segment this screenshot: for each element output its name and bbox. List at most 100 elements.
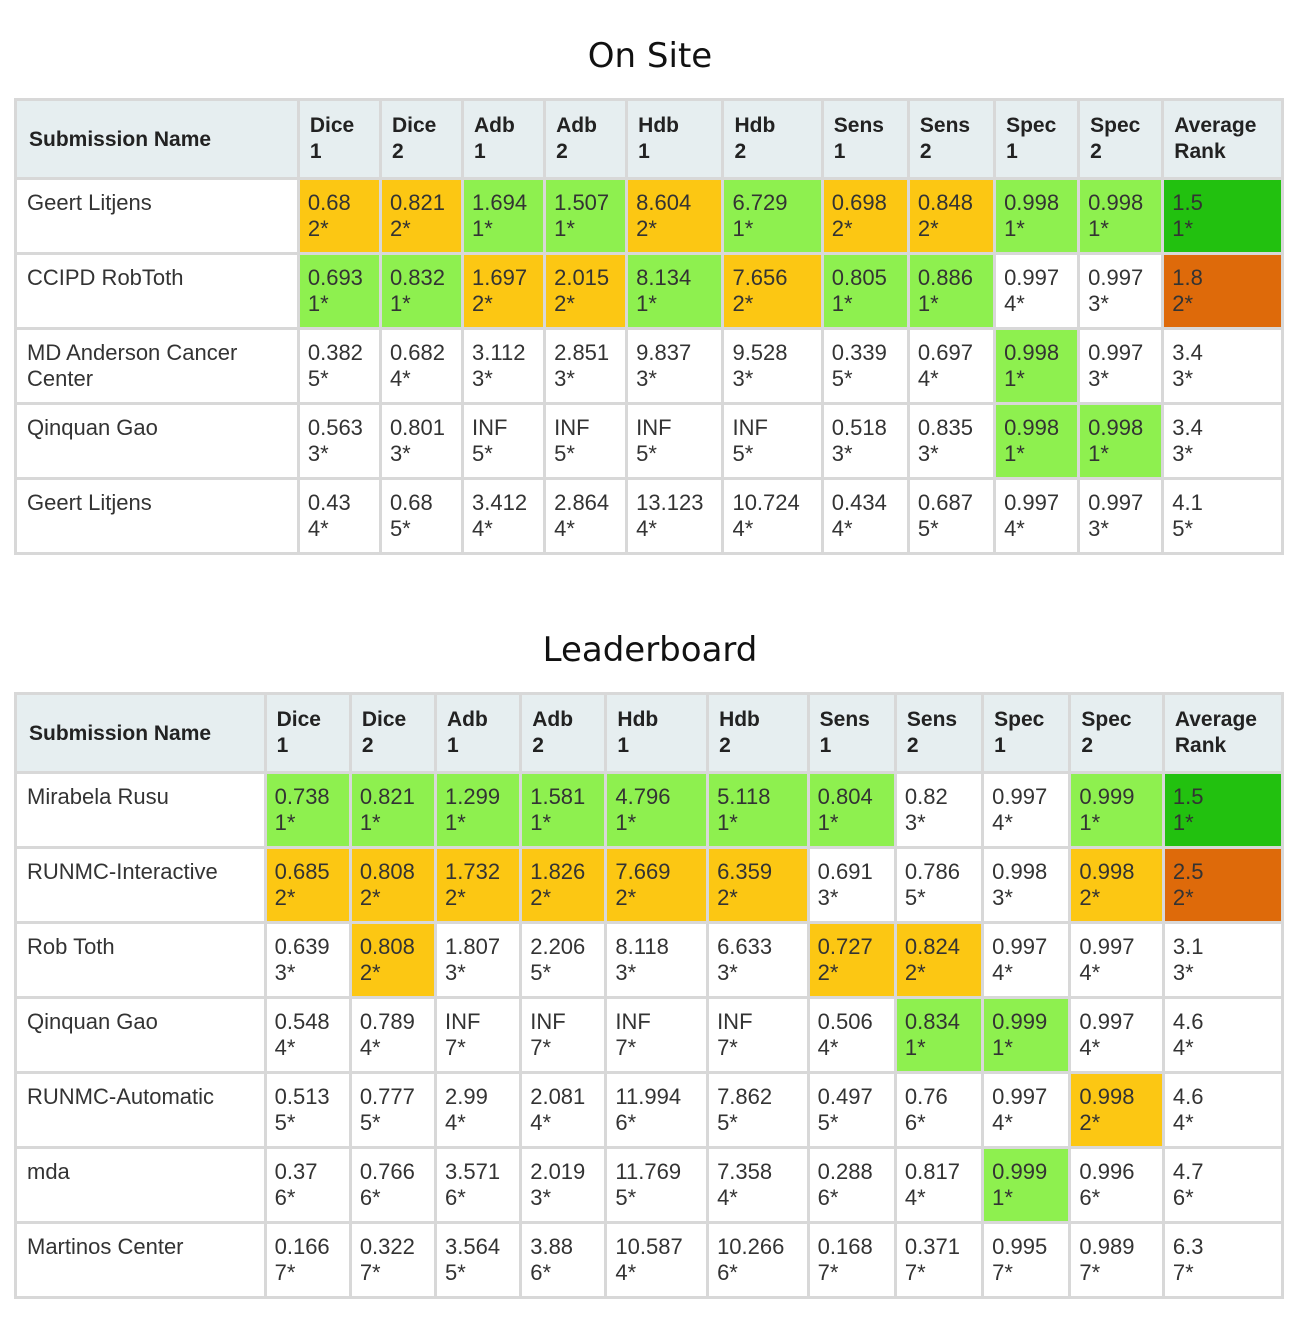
column-header: Sens 2: [909, 101, 994, 177]
score-value: 8.604: [636, 190, 692, 215]
rank-value: 1*: [1172, 810, 1194, 835]
rank-value: 4*: [817, 1035, 839, 1060]
score-cell: 4.6 4*: [1164, 999, 1281, 1071]
rank-value: 3*: [904, 810, 926, 835]
score-value: 3.1: [1172, 934, 1204, 959]
score-cell: 4.7 6*: [1164, 1149, 1281, 1221]
rank-value: 1*: [917, 291, 939, 316]
rank-value: 1*: [445, 810, 466, 835]
rank-value: 4*: [732, 516, 754, 541]
score-cell: 2.864 4*: [546, 480, 626, 552]
score-cell: 0.518 3*: [823, 405, 907, 477]
score-cell: 2.851 3*: [546, 330, 626, 402]
table-row: Rob Toth 0.639 3* 0.808 2* 1.807 3* 2.206 5* 8.11…: [17, 924, 1281, 996]
rank-value: 1*: [1088, 216, 1109, 241]
score-value: 0.997: [1079, 934, 1135, 959]
score-cell: 3.88 6*: [522, 1224, 605, 1296]
score-cell: 13.123 4*: [628, 480, 722, 552]
rank-value: 1*: [1004, 216, 1025, 241]
score-cell: 0.804 1*: [809, 774, 894, 846]
score-cell: 0.506 4*: [809, 999, 894, 1071]
score-cell: 7.358 4*: [709, 1149, 807, 1221]
submission-name-cell: Qinquan Gao: [17, 405, 297, 477]
score-value: 9.528: [732, 340, 788, 365]
rank-value: 5*: [1172, 516, 1194, 541]
score-value: 1.507: [554, 190, 610, 215]
score-cell: 0.698 2*: [823, 180, 907, 252]
score-value: 0.382: [307, 340, 363, 365]
score-cell: 3.571 6*: [437, 1149, 520, 1221]
rank-value: 2*: [1172, 291, 1194, 316]
submission-name-cell: Qinquan Gao: [17, 999, 264, 1071]
score-value: 4.7: [1172, 1159, 1204, 1184]
score-cell: 0.834 1*: [896, 999, 982, 1071]
rank-value: 5*: [817, 1110, 839, 1135]
score-value: 0.997: [1088, 265, 1144, 290]
score-value: 0.997: [1004, 490, 1060, 515]
results-table-on-site: Submission Name Dice 1 Dice 2 Adb 1 Adb 2 Hdb…: [14, 98, 1284, 555]
score-cell: 0.997 4*: [996, 255, 1078, 327]
rank-value: 3*: [554, 366, 575, 391]
score-cell: 0.997 4*: [1071, 999, 1162, 1071]
rank-value: 1*: [732, 216, 754, 241]
score-cell: 8.118 3*: [607, 924, 707, 996]
table-row: Qinquan Gao 0.548 4* 0.789 4* INF 7* INF 7* INF 7*…: [17, 999, 1281, 1071]
score-value: 0.698: [831, 190, 887, 215]
rank-value: 7*: [1079, 1260, 1101, 1285]
score-cell: 0.998 1*: [996, 330, 1078, 402]
rank-value: 2*: [359, 960, 381, 985]
rank-value: 3*: [530, 1185, 552, 1210]
score-cell: 0.68 5*: [381, 480, 462, 552]
rank-value: 6*: [1172, 1185, 1194, 1210]
table-row: Mirabela Rusu 0.738 1* 0.821 1* 1.299 1* 1.581 1…: [17, 774, 1281, 846]
rank-value: 5*: [472, 441, 493, 466]
score-cell: 0.998 1*: [1080, 180, 1162, 252]
score-value: 0.998: [1004, 340, 1060, 365]
score-cell: 0.808 2*: [351, 924, 435, 996]
score-value: 7.656: [732, 265, 788, 290]
table-row: Qinquan Gao 0.563 3* 0.801 3* INF 5* INF 5* INF 5*…: [17, 405, 1281, 477]
rank-value: 2*: [472, 291, 493, 316]
score-cell: 0.789 4*: [351, 999, 435, 1071]
score-cell: 3.4 3*: [1164, 405, 1281, 477]
column-header: Hdb 2: [709, 695, 807, 771]
score-value: INF: [530, 1009, 566, 1034]
column-header: Hdb 1: [607, 695, 707, 771]
submission-name-cell: Geert Litjens: [17, 480, 297, 552]
score-cell: 4.1 5*: [1164, 480, 1281, 552]
rank-value: 1*: [717, 810, 738, 835]
score-value: 8.118: [615, 934, 669, 959]
rank-value: 5*: [445, 1260, 466, 1285]
rank-value: 5*: [917, 516, 939, 541]
rank-value: 7*: [359, 1260, 381, 1285]
score-value: 0.997: [992, 934, 1048, 959]
score-cell: 0.995 7*: [984, 1224, 1069, 1296]
score-cell: 9.528 3*: [724, 330, 821, 402]
score-value: 6.729: [732, 190, 788, 215]
column-header: Sens 1: [823, 101, 907, 177]
results-table-leaderboard: Submission Name Dice 1 Dice 2 Adb 1 Adb 2 Hdb…: [14, 692, 1284, 1299]
score-cell: 0.998 1*: [996, 405, 1078, 477]
score-cell: 1.5 1*: [1164, 180, 1281, 252]
score-cell: 0.999 1*: [984, 999, 1069, 1071]
submission-name-cell: RUNMC-Interactive: [17, 849, 264, 921]
score-value: 3.88: [530, 1234, 574, 1259]
score-value: 0.998: [1088, 190, 1144, 215]
rank-value: 3*: [307, 441, 329, 466]
rank-value: 4*: [717, 1185, 738, 1210]
score-cell: 10.724 4*: [724, 480, 821, 552]
score-cell: 0.886 1*: [909, 255, 994, 327]
rank-value: 1*: [1004, 441, 1025, 466]
score-cell: 0.288 6*: [809, 1149, 894, 1221]
column-header: Average Rank: [1164, 695, 1281, 771]
score-value: 0.548: [274, 1009, 330, 1034]
score-cell: 0.43 4*: [299, 480, 379, 552]
table-row: MD Anderson Cancer Center 0.382 5* 0.682 4* 3…: [17, 330, 1281, 402]
rank-value: 1*: [904, 1035, 926, 1060]
submission-name-cell: Rob Toth: [17, 924, 264, 996]
score-value: 1.8: [1172, 265, 1203, 290]
score-value: 0.738: [274, 784, 330, 809]
rank-value: 5*: [615, 1185, 637, 1210]
score-value: 0.777: [359, 1084, 415, 1109]
score-value: 0.997: [1088, 340, 1144, 365]
